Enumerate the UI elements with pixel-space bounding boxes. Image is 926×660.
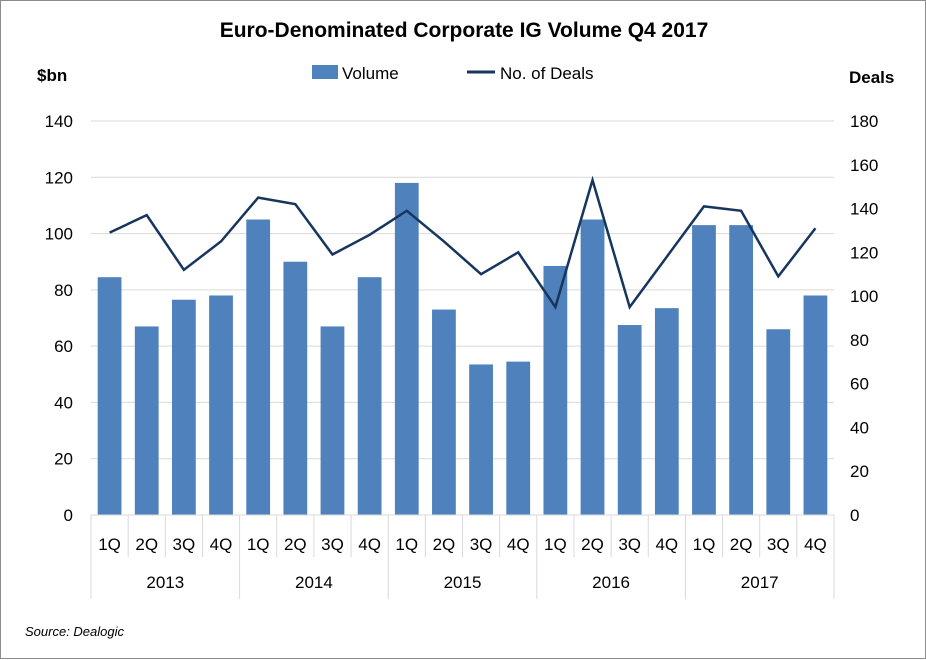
- quarter-label: 2Q: [433, 535, 456, 554]
- volume-bar: [766, 329, 790, 515]
- left-tick-label: 80: [54, 281, 73, 300]
- volume-bar: [246, 220, 270, 516]
- legend-volume-swatch: [312, 65, 338, 79]
- right-tick-label: 60: [850, 375, 869, 394]
- volume-bar: [729, 225, 753, 515]
- quarter-label: 2Q: [135, 535, 158, 554]
- volume-bar: [469, 364, 493, 515]
- quarter-label: 3Q: [321, 535, 344, 554]
- left-tick-label: 140: [45, 112, 73, 131]
- left-axis-ticks: 0 20 40 60 80 100 120 140: [45, 112, 73, 525]
- chart-title: Euro-Denominated Corporate IG Volume Q4 …: [220, 19, 709, 42]
- left-tick-label: 0: [64, 506, 73, 525]
- left-tick-label: 60: [54, 337, 73, 356]
- quarter-label: 4Q: [804, 535, 827, 554]
- source-note: Source: Dealogic: [25, 624, 124, 639]
- quarter-label: 1Q: [247, 535, 270, 554]
- year-label: 2014: [295, 573, 333, 592]
- left-tick-label: 120: [45, 168, 73, 187]
- volume-bar: [98, 277, 122, 515]
- quarter-label: 3Q: [470, 535, 493, 554]
- right-tick-label: 20: [850, 462, 869, 481]
- left-tick-label: 100: [45, 225, 73, 244]
- right-tick-label: 120: [850, 243, 878, 262]
- year-label: 2016: [592, 573, 630, 592]
- volume-bar: [432, 310, 456, 515]
- legend-volume-label: Volume: [342, 64, 399, 83]
- year-label: 2013: [146, 573, 184, 592]
- volume-bar: [209, 295, 233, 515]
- x-axis: 1Q 2Q 3Q 4Q 1Q 2Q 3Q 4Q 1Q 2Q 3Q 4Q 1Q 2Q 3Q 4Q 1Q 2Q 3Q 4Q…: [91, 515, 834, 599]
- quarter-label: 4Q: [210, 535, 233, 554]
- right-tick-label: 100: [850, 287, 878, 306]
- volume-bar: [283, 262, 307, 515]
- volume-bar: [358, 277, 382, 515]
- legend: Volume No. of Deals: [312, 64, 594, 83]
- volume-bar: [618, 325, 642, 515]
- right-tick-label: 80: [850, 331, 869, 350]
- left-tick-label: 40: [54, 393, 73, 412]
- gridlines: [91, 121, 834, 515]
- volume-bar: [506, 362, 530, 515]
- quarter-label: 4Q: [358, 535, 381, 554]
- volume-bar: [581, 220, 605, 516]
- right-tick-label: 160: [850, 156, 878, 175]
- left-tick-label: 20: [54, 450, 73, 469]
- volume-bars: [98, 183, 828, 515]
- quarter-label: 1Q: [98, 535, 121, 554]
- right-tick-label: 40: [850, 418, 869, 437]
- volume-bar: [655, 308, 679, 515]
- quarter-label: 3Q: [767, 535, 790, 554]
- legend-deals-label: No. of Deals: [500, 64, 594, 83]
- quarter-label: 4Q: [655, 535, 678, 554]
- year-label: 2015: [444, 573, 482, 592]
- quarter-label: 3Q: [173, 535, 196, 554]
- right-tick-label: 140: [850, 200, 878, 219]
- volume-bar: [804, 295, 828, 515]
- quarter-label: 3Q: [618, 535, 641, 554]
- right-tick-label: 0: [850, 506, 859, 525]
- quarter-label: 2Q: [284, 535, 307, 554]
- quarter-label: 2Q: [581, 535, 604, 554]
- left-axis-unit: $bn: [37, 66, 67, 85]
- volume-bar: [135, 326, 159, 515]
- volume-bar: [321, 326, 345, 515]
- quarter-label: 1Q: [544, 535, 567, 554]
- quarter-label: 4Q: [507, 535, 530, 554]
- right-axis-ticks: 0 20 40 60 80 100 120 140 160 180: [850, 112, 878, 525]
- right-axis-unit: Deals: [849, 68, 894, 87]
- quarter-label: 1Q: [395, 535, 418, 554]
- right-tick-label: 180: [850, 112, 878, 131]
- volume-bar: [172, 300, 196, 515]
- volume-bar: [395, 183, 419, 515]
- quarter-label: 1Q: [693, 535, 716, 554]
- quarter-label: 2Q: [730, 535, 753, 554]
- year-label: 2017: [741, 573, 779, 592]
- volume-bar: [692, 225, 716, 515]
